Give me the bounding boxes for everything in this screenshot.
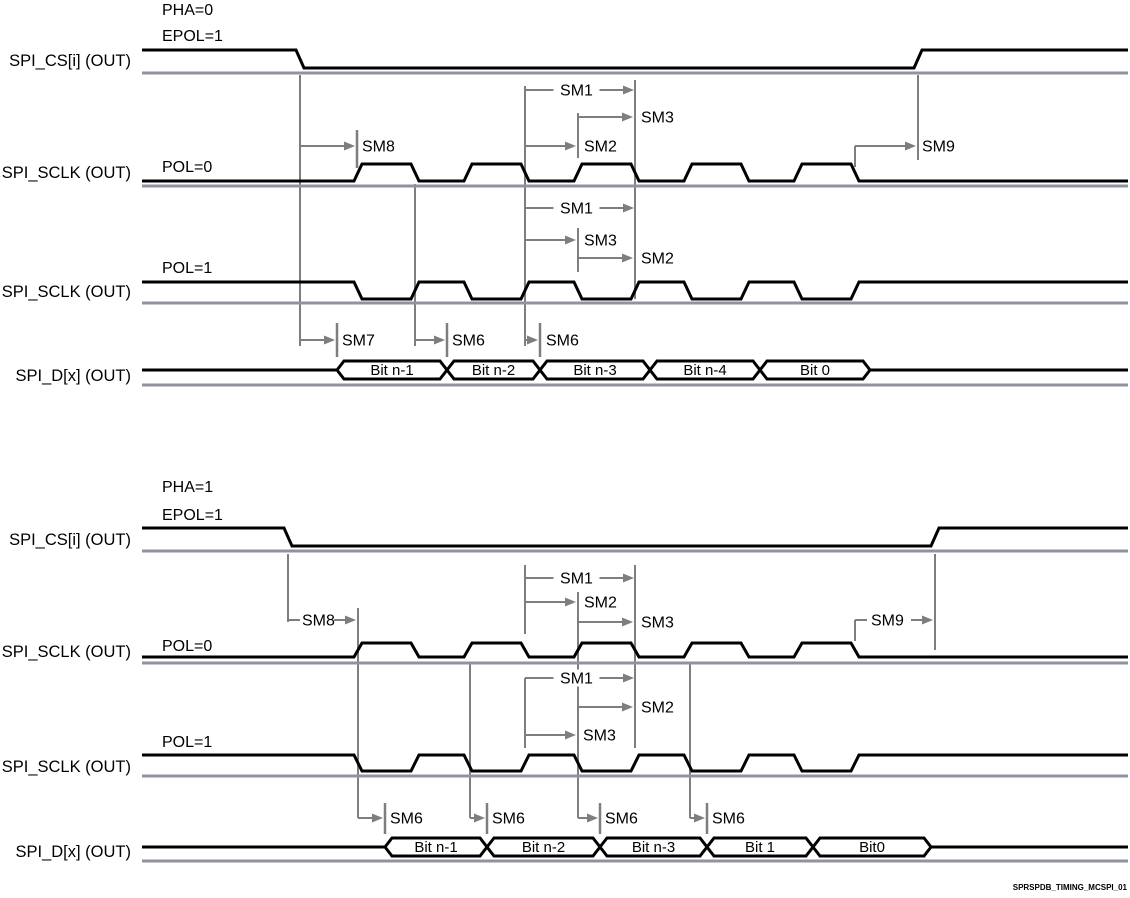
dim-label-sm3: SM3 bbox=[641, 615, 674, 632]
spi-sclk-pol1-row: SPI_SCLK (OUT) POL=1 bbox=[2, 260, 1128, 305]
mode-label: PHA=1 bbox=[162, 479, 213, 496]
dim-label-sm6: SM6 bbox=[390, 811, 423, 828]
spi-cs-label: SPI_CS[i] (OUT) bbox=[9, 531, 131, 549]
spi-sclk-pol1-waveform bbox=[142, 280, 1128, 301]
spi-d-label: SPI_D[x] (OUT) bbox=[15, 367, 131, 385]
spi-cs-waveform bbox=[142, 526, 1128, 548]
mode-label: EPOL=1 bbox=[162, 507, 223, 524]
arrowhead bbox=[905, 141, 916, 151]
dim-label-sm3: SM3 bbox=[584, 233, 617, 250]
dim-label-sm9: SM9 bbox=[922, 139, 955, 156]
spi-sclk-pol0-row: SPI_SCLK (OUT) POL=0 bbox=[2, 638, 1128, 665]
dim-label-sm2: SM2 bbox=[641, 251, 674, 268]
bus-cell-label: Bit 1 bbox=[745, 839, 775, 856]
arrowhead bbox=[565, 235, 576, 245]
dim-label-sm6: SM6 bbox=[452, 333, 485, 350]
dim-label-sm2: SM2 bbox=[584, 595, 617, 612]
arrowhead bbox=[565, 141, 576, 151]
dim-label-bg bbox=[553, 669, 600, 687]
spi-sclk-pol0-waveform bbox=[142, 641, 1128, 659]
arrowhead bbox=[527, 335, 538, 345]
spi-sclk-pol0-label: SPI_SCLK (OUT) bbox=[2, 164, 131, 182]
dim-label-sm2: SM2 bbox=[584, 139, 617, 156]
dim-label-sm8: SM8 bbox=[362, 139, 395, 156]
arrowhead bbox=[434, 335, 445, 345]
bus-cell-label: Bit n-3 bbox=[573, 362, 616, 379]
dim-label-sm6: SM6 bbox=[492, 811, 525, 828]
bus-cell-label: Bit0 bbox=[859, 839, 885, 856]
dim-label-sm3: SM3 bbox=[641, 110, 674, 127]
arrowhead bbox=[623, 573, 634, 583]
spi-sclk-pol1-label: SPI_SCLK (OUT) bbox=[2, 758, 131, 776]
spi-cs-label: SPI_CS[i] (OUT) bbox=[9, 52, 131, 70]
spi-sclk-pol1-waveform bbox=[142, 753, 1128, 773]
dim-label-sm1: SM1 bbox=[560, 83, 593, 100]
dim-label-bg bbox=[553, 81, 600, 99]
mode-label: EPOL=1 bbox=[162, 28, 223, 45]
spi-cs-row: SPI_CS[i] (OUT) bbox=[9, 48, 1128, 75]
arrowhead bbox=[565, 597, 576, 607]
spi-sclk-pol0-waveform bbox=[142, 162, 1128, 183]
arrowhead bbox=[694, 813, 705, 823]
dim-label-sm1: SM1 bbox=[560, 671, 593, 688]
spi-sclk-pol1-label: SPI_SCLK (OUT) bbox=[2, 283, 131, 301]
dim-label-bg bbox=[553, 569, 600, 587]
dim-label-sm1: SM1 bbox=[560, 571, 593, 588]
panel-pha0: SPI_CS[i] (OUT)SPI_SCLK (OUT) POL=0SPI_SC… bbox=[2, 2, 1128, 387]
arrowhead bbox=[324, 335, 335, 345]
arrowhead bbox=[622, 112, 633, 122]
arrowhead bbox=[587, 813, 598, 823]
spi-cs-waveform bbox=[142, 48, 1128, 70]
spi-sclk-pol1-row: SPI_SCLK (OUT) POL=1 bbox=[2, 734, 1128, 778]
arrowhead bbox=[622, 253, 633, 263]
dim-label-sm7: SM7 bbox=[342, 333, 375, 350]
dim-label-bg bbox=[553, 199, 600, 217]
spi-sclk-pol0-row: SPI_SCLK (OUT) POL=0 bbox=[2, 159, 1128, 188]
dim-label-sm6: SM6 bbox=[546, 333, 579, 350]
mode-label: PHA=0 bbox=[162, 2, 213, 19]
spi-sclk-pol0-polarity-label: POL=0 bbox=[162, 638, 212, 655]
bus-cell-label: Bit n-1 bbox=[414, 839, 457, 856]
arrowhead bbox=[622, 617, 633, 627]
bus-cell-label: Bit n-1 bbox=[370, 362, 413, 379]
arrowhead bbox=[922, 615, 933, 625]
spi-sclk-pol0-polarity-label: POL=0 bbox=[162, 159, 212, 176]
spi-sclk-pol1-polarity-label: POL=1 bbox=[162, 734, 212, 751]
bus-cell bbox=[758, 359, 872, 381]
spi-sclk-pol0-label: SPI_SCLK (OUT) bbox=[2, 643, 131, 661]
annotation-layer bbox=[299, 75, 919, 357]
arrowhead bbox=[622, 702, 633, 712]
arrowhead bbox=[623, 85, 634, 95]
dim-label-sm9: SM9 bbox=[871, 613, 904, 630]
spi-d-label: SPI_D[x] (OUT) bbox=[15, 843, 131, 861]
arrowhead bbox=[344, 141, 355, 151]
bus-cell-label: Bit n-2 bbox=[522, 839, 565, 856]
dim-label-sm6: SM6 bbox=[712, 811, 745, 828]
spi-d-row: Bit n-1 Bit n-2 Bit n-3 Bit n-4 Bit 0 SPI_D[x… bbox=[15, 359, 1128, 387]
bus-cell-label: Bit n-4 bbox=[683, 362, 726, 379]
spi-cs-row: SPI_CS[i] (OUT) bbox=[9, 526, 1128, 553]
dim-label-sm1: SM1 bbox=[560, 201, 593, 218]
arrowhead bbox=[623, 673, 634, 683]
figure-id-label: SPRSPDB_TIMING_MCSPI_01 bbox=[1012, 883, 1127, 892]
spi-sclk-pol1-polarity-label: POL=1 bbox=[162, 260, 212, 277]
dim-label-sm6: SM6 bbox=[605, 811, 638, 828]
bus-cell bbox=[811, 836, 933, 858]
dim-label-sm2: SM2 bbox=[641, 700, 674, 717]
bus-cell-label: Bit n-2 bbox=[472, 362, 515, 379]
arrowhead bbox=[372, 813, 383, 823]
bus-cell-label: Bit 0 bbox=[800, 362, 830, 379]
arrowhead bbox=[565, 730, 576, 740]
arrowhead bbox=[623, 203, 634, 213]
arrowhead bbox=[345, 615, 356, 625]
bus-cell-label: Bit n-3 bbox=[632, 839, 675, 856]
arrowhead bbox=[474, 813, 485, 823]
spi-d-row: Bit n-1 Bit n-2 Bit n-3 Bit 1 Bit0 SPI_D[x] (… bbox=[15, 836, 1128, 863]
dim-label-sm8: SM8 bbox=[302, 613, 335, 630]
dim-label-sm3: SM3 bbox=[583, 728, 616, 745]
panel-pha1: SPI_CS[i] (OUT)SPI_SCLK (OUT) POL=0SPI_SC… bbox=[2, 479, 1128, 863]
